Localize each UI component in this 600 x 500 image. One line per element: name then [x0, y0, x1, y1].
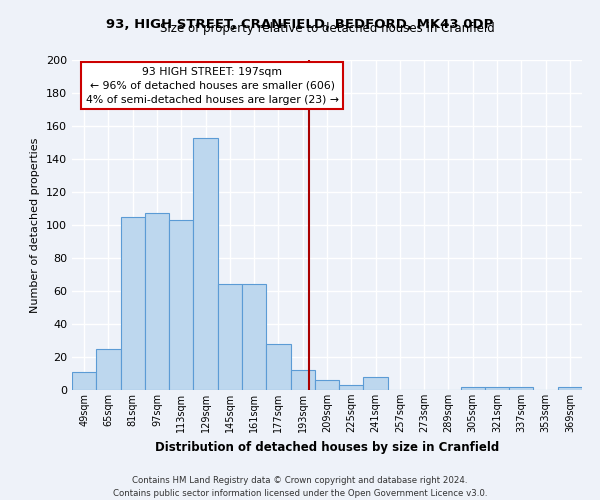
- Text: 93 HIGH STREET: 197sqm
← 96% of detached houses are smaller (606)
4% of semi-det: 93 HIGH STREET: 197sqm ← 96% of detached…: [86, 66, 339, 104]
- Text: 93, HIGH STREET, CRANFIELD, BEDFORD, MK43 0DP: 93, HIGH STREET, CRANFIELD, BEDFORD, MK4…: [106, 18, 494, 30]
- Bar: [290, 370, 315, 390]
- Bar: [169, 220, 193, 390]
- Title: Size of property relative to detached houses in Cranfield: Size of property relative to detached ho…: [160, 22, 494, 35]
- Bar: [121, 217, 145, 390]
- Bar: [266, 344, 290, 390]
- Bar: [96, 349, 121, 390]
- Bar: [558, 386, 582, 390]
- Bar: [315, 380, 339, 390]
- Text: Contains HM Land Registry data © Crown copyright and database right 2024.
Contai: Contains HM Land Registry data © Crown c…: [113, 476, 487, 498]
- Bar: [364, 377, 388, 390]
- Bar: [339, 385, 364, 390]
- Bar: [461, 386, 485, 390]
- Bar: [242, 284, 266, 390]
- Bar: [509, 386, 533, 390]
- Bar: [145, 214, 169, 390]
- Y-axis label: Number of detached properties: Number of detached properties: [31, 138, 40, 312]
- Bar: [72, 372, 96, 390]
- Bar: [218, 284, 242, 390]
- Bar: [193, 138, 218, 390]
- Bar: [485, 386, 509, 390]
- X-axis label: Distribution of detached houses by size in Cranfield: Distribution of detached houses by size …: [155, 440, 499, 454]
